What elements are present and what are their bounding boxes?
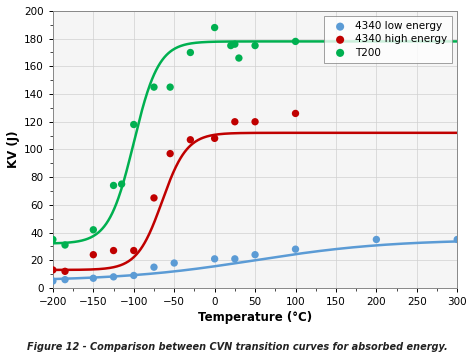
T200 bbox=[235, 55, 243, 61]
T200 bbox=[292, 38, 299, 44]
4340 high energy bbox=[90, 252, 97, 257]
4340 high energy bbox=[187, 137, 194, 143]
T200 bbox=[49, 237, 57, 242]
4340 low energy bbox=[110, 274, 118, 280]
Y-axis label: KV (J): KV (J) bbox=[7, 131, 20, 168]
T200 bbox=[90, 227, 97, 232]
4340 low energy bbox=[454, 237, 461, 242]
T200 bbox=[251, 43, 259, 48]
4340 high energy bbox=[231, 119, 238, 125]
T200 bbox=[227, 43, 235, 48]
4340 low energy bbox=[171, 260, 178, 266]
Legend: 4340 low energy, 4340 high energy, T200: 4340 low energy, 4340 high energy, T200 bbox=[325, 16, 452, 63]
4340 low energy bbox=[61, 277, 69, 282]
T200 bbox=[110, 183, 118, 188]
T200 bbox=[187, 49, 194, 55]
4340 low energy bbox=[49, 278, 57, 284]
T200 bbox=[150, 84, 158, 90]
4340 low energy bbox=[251, 252, 259, 257]
4340 low energy bbox=[231, 256, 238, 262]
4340 high energy bbox=[150, 195, 158, 201]
4340 low energy bbox=[211, 256, 219, 262]
T200 bbox=[61, 242, 69, 248]
T200 bbox=[231, 41, 238, 47]
4340 high energy bbox=[130, 248, 137, 253]
4340 low energy bbox=[292, 246, 299, 252]
T200 bbox=[118, 181, 126, 187]
T200 bbox=[211, 25, 219, 30]
4340 high energy bbox=[49, 267, 57, 273]
T200 bbox=[166, 84, 174, 90]
4340 high energy bbox=[61, 268, 69, 274]
T200 bbox=[130, 122, 137, 127]
4340 low energy bbox=[373, 237, 380, 242]
4340 low energy bbox=[130, 273, 137, 278]
Text: Figure 12 - Comparison between CVN transition curves for absorbed energy.: Figure 12 - Comparison between CVN trans… bbox=[27, 342, 447, 352]
4340 high energy bbox=[251, 119, 259, 125]
4340 high energy bbox=[110, 248, 118, 253]
4340 high energy bbox=[166, 151, 174, 156]
X-axis label: Temperature (°C): Temperature (°C) bbox=[198, 311, 312, 324]
4340 high energy bbox=[292, 111, 299, 116]
4340 low energy bbox=[150, 264, 158, 270]
4340 high energy bbox=[211, 136, 219, 141]
4340 low energy bbox=[90, 276, 97, 281]
